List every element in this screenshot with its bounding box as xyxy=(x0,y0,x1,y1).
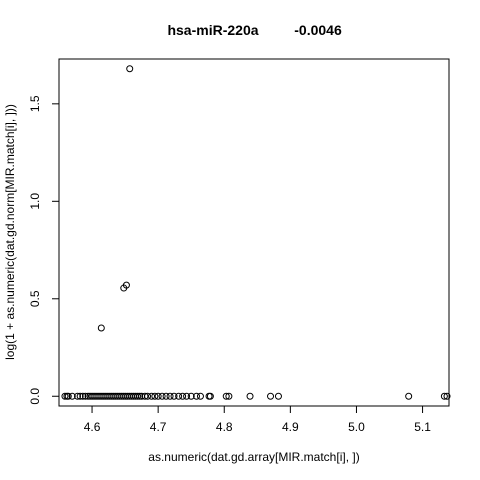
data-point xyxy=(154,392,162,400)
data-point xyxy=(222,392,230,400)
data-point xyxy=(64,392,72,400)
data-point xyxy=(141,392,149,400)
data-point xyxy=(183,392,191,400)
data-point xyxy=(74,392,82,400)
data-point xyxy=(134,392,142,400)
data-point xyxy=(120,284,128,292)
data-point xyxy=(79,392,87,400)
x-tick-label: 5.1 xyxy=(414,420,431,434)
x-tick-label: 4.6 xyxy=(84,420,101,434)
plot-frame xyxy=(58,58,450,407)
y-tick-label: 0.5 xyxy=(28,290,42,307)
chart-title: hsa-miR-220a -0.0046 xyxy=(167,22,341,38)
data-point xyxy=(162,392,170,400)
data-points xyxy=(61,65,451,400)
data-point xyxy=(187,392,195,400)
data-point xyxy=(136,392,144,400)
data-point xyxy=(225,392,233,400)
data-point xyxy=(440,392,448,400)
x-tick-label: 5.0 xyxy=(348,420,365,434)
data-point xyxy=(170,392,178,400)
data-point xyxy=(175,392,183,400)
title-gene: hsa-miR-220a xyxy=(167,22,258,38)
y-axis-label: log(1 + as.numeric(dat.gd.norm[MIR.match… xyxy=(3,104,17,360)
data-point xyxy=(68,392,76,400)
data-point xyxy=(158,392,166,400)
data-point xyxy=(166,392,174,400)
x-tick-label: 4.9 xyxy=(282,420,299,434)
data-point xyxy=(126,65,134,73)
y-tick-label: 1.5 xyxy=(28,95,42,112)
data-point xyxy=(148,392,156,400)
data-point xyxy=(196,392,204,400)
data-point xyxy=(81,392,89,400)
y-axis: 0.0 0.5 1.0 1.5 xyxy=(28,95,60,405)
y-tick-label: 0.0 xyxy=(28,388,42,405)
data-point xyxy=(405,392,413,400)
x-axis-label: as.numeric(dat.gd.array[MIR.match[i], ]) xyxy=(148,450,359,464)
y-tick-label: 1.0 xyxy=(28,193,42,210)
x-tick-label: 4.8 xyxy=(216,420,233,434)
data-point xyxy=(97,324,105,332)
data-point xyxy=(151,392,159,400)
data-point xyxy=(61,392,69,400)
title-value: -0.0046 xyxy=(294,22,342,38)
data-point xyxy=(179,392,187,400)
data-point xyxy=(443,392,451,400)
x-tick-label: 4.7 xyxy=(150,420,167,434)
data-point xyxy=(192,392,200,400)
data-point xyxy=(206,392,214,400)
data-point xyxy=(76,392,84,400)
data-point xyxy=(274,392,282,400)
data-point xyxy=(144,392,152,400)
data-point xyxy=(267,392,275,400)
data-point xyxy=(246,392,254,400)
x-axis: 4.6 4.7 4.8 4.9 5.0 5.1 xyxy=(84,405,431,434)
